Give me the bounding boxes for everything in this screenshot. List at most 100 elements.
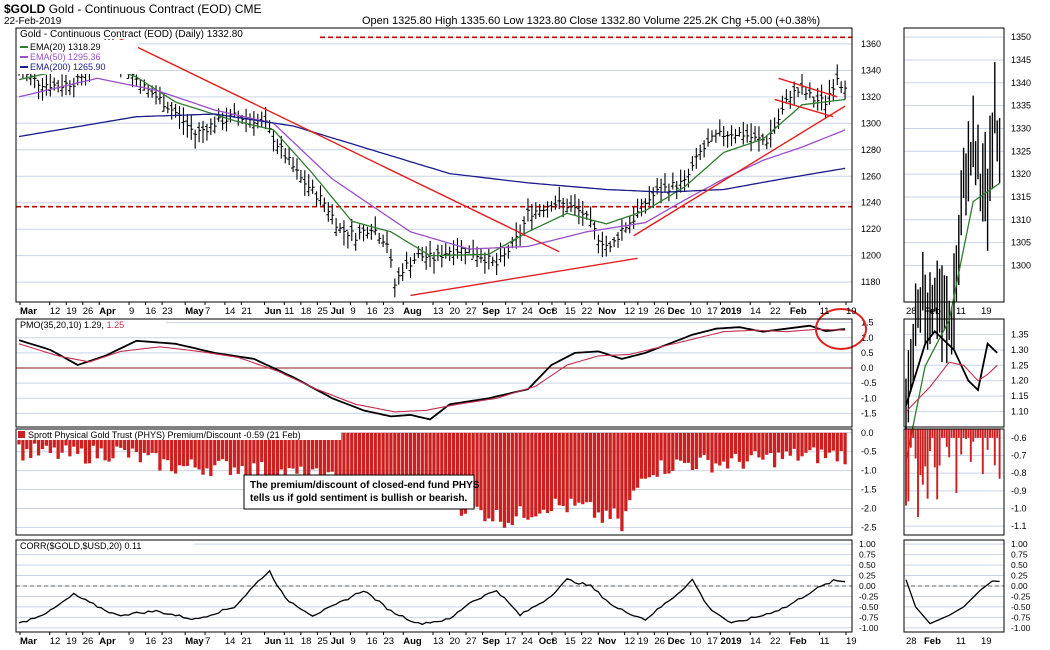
x-axis-label-top: 16	[367, 306, 378, 317]
phys-bar	[40, 432, 45, 450]
phys-bar	[154, 432, 158, 454]
x-axis-label-top: 26	[654, 306, 665, 317]
phys-bar	[412, 432, 417, 501]
x-axis-label-top: 9	[350, 306, 355, 317]
x-axis-label-bottom: 11	[820, 636, 830, 647]
pmo-title-text: PMO(35,20,10) 1.29,	[20, 320, 104, 330]
x-axis-label-bottom: Jul	[331, 636, 345, 647]
phys-bar	[170, 432, 174, 472]
phys-bar	[526, 432, 530, 520]
phys-bar	[381, 432, 385, 496]
phys-bar	[467, 432, 471, 503]
phys-bar	[765, 432, 769, 455]
phys-right-y-tick-label: -1.0	[1011, 504, 1027, 514]
phys-bar	[134, 432, 139, 453]
phys-bar	[52, 432, 56, 448]
phys-bar	[776, 432, 781, 453]
phys-bar	[217, 432, 221, 461]
x-axis-label-top: 16	[146, 306, 157, 317]
phys-bar	[291, 432, 295, 469]
phys-bar	[541, 432, 546, 510]
pmo-right-y-tick-label: 1.15	[1011, 391, 1029, 401]
x-axis-label-top: 27	[466, 306, 477, 317]
phys-bar	[334, 432, 338, 476]
price-y-tick-label: 1260	[861, 171, 881, 181]
phys-bar	[224, 432, 229, 462]
phys-bar	[119, 432, 123, 448]
phys-bar	[314, 432, 319, 469]
phys-bar	[213, 432, 217, 466]
x-axis-label-bottom: Nov	[598, 636, 617, 647]
pmo-panel-title: PMO(35,20,10) 1.29, 1.25	[20, 320, 124, 330]
phys-y-tick-label: -1.0	[861, 466, 877, 476]
phys-bar	[146, 432, 150, 456]
x-axis-label-bottom: 13	[433, 636, 444, 647]
phys-bar	[459, 432, 464, 516]
corr-right-y-tick-label: 0.00	[1011, 581, 1028, 591]
x-axis-right-label-top: 19	[981, 306, 992, 317]
phys-bar	[240, 432, 244, 467]
phys-bar	[416, 432, 420, 488]
x-axis-label-bottom: 23	[383, 636, 394, 647]
x-axis-label-bottom: 26	[83, 636, 94, 647]
x-axis-label-top: Aug	[403, 306, 422, 317]
x-axis-label-bottom: 27	[466, 636, 477, 647]
x-axis-label-top: 26	[83, 306, 94, 317]
x-axis-label-top: 23	[383, 306, 394, 317]
phys-right-bar	[938, 429, 941, 466]
pmo-title-bg	[16, 319, 166, 330]
phys-bar	[745, 432, 749, 462]
phys-bar	[514, 432, 518, 517]
corr-right-line	[905, 579, 1000, 625]
legend-bg	[16, 40, 138, 74]
phys-bar	[718, 432, 722, 466]
corr-right-y-tick-label: 1.00	[1011, 539, 1028, 549]
x-axis-label-bottom: 12	[625, 636, 636, 647]
price-y-tick-label: 1180	[861, 277, 880, 287]
phys-bar	[197, 432, 201, 470]
x-axis-label-top: Nov	[598, 306, 617, 317]
phys-bar	[393, 432, 397, 498]
phys-bar	[804, 432, 808, 453]
phys-right-bar	[967, 429, 970, 438]
x-axis-label-bottom: 10	[691, 636, 702, 647]
x-axis-label-top: 8	[552, 306, 557, 317]
phys-bar	[588, 432, 593, 502]
phys-bar	[792, 432, 796, 449]
phys-bar	[21, 432, 25, 461]
pmo-y-tick-label: -1.5	[861, 408, 877, 418]
corr-y-tick-label: -0.75	[859, 612, 879, 622]
phys-bar	[123, 432, 127, 451]
phys-bar	[600, 432, 604, 523]
x-axis-label-top: 19	[846, 306, 857, 317]
pmo-right-y-tick-label: 1.35	[1011, 329, 1029, 339]
price-right-y-tick-label: 1335	[1011, 101, 1031, 111]
phys-right-bar	[981, 429, 984, 474]
phys-right-bar	[931, 429, 934, 438]
corr-right-y-tick-label: -0.75	[1011, 612, 1031, 622]
x-axis-label-top: 18	[301, 306, 312, 317]
phys-bar	[166, 432, 170, 461]
phys-bar	[698, 432, 702, 458]
phys-bar	[737, 432, 742, 462]
price-right-panel-frame	[903, 27, 1005, 303]
phys-bar	[565, 432, 569, 513]
phys-right-bar	[962, 429, 965, 438]
phys-bar	[741, 432, 745, 469]
phys-bar	[784, 432, 789, 452]
phys-y-tick-label: -0.5	[861, 447, 877, 457]
phys-bar	[635, 432, 640, 488]
phys-bar	[95, 432, 99, 459]
x-axis-label-top: 17	[506, 306, 517, 317]
phys-bar	[663, 432, 667, 474]
x-axis-label-top: 7	[205, 306, 210, 317]
phys-bar	[126, 432, 131, 458]
ema20-line	[18, 61, 846, 257]
phys-bar	[839, 432, 843, 452]
phys-bar	[651, 432, 655, 476]
corr-right-y-tick-label: 0.25	[1011, 571, 1028, 581]
pmo-right-y-tick-label: 1.25	[1011, 360, 1029, 370]
phys-annotation-line1: The premium/discount of closed-end fund …	[250, 480, 480, 491]
phys-bar	[330, 432, 334, 472]
